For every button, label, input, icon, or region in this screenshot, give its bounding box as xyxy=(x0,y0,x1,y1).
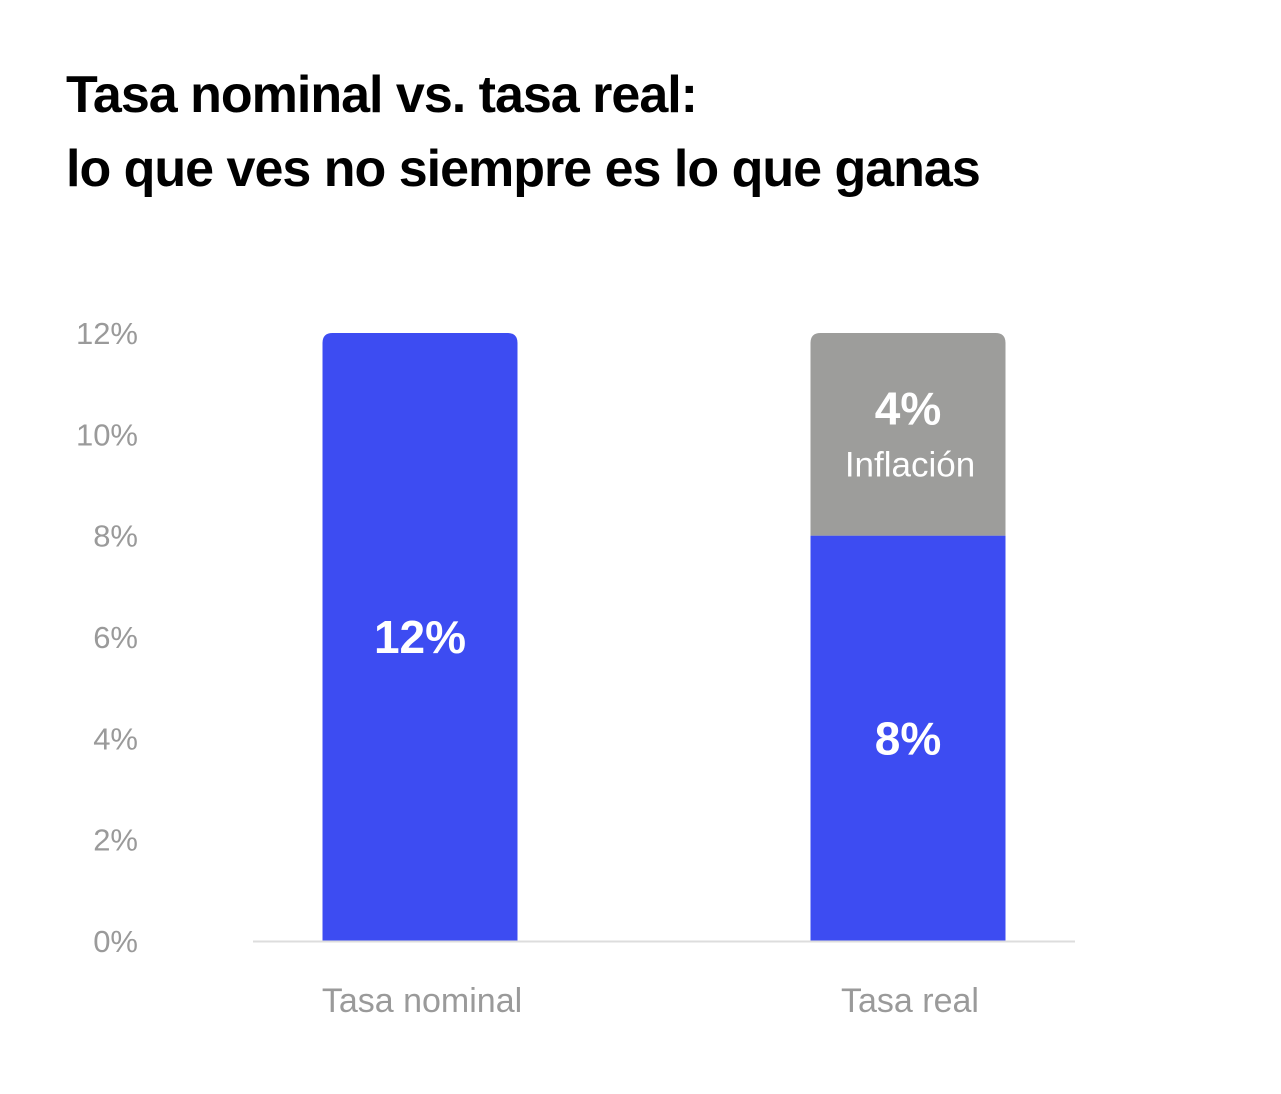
bar-segment-rendimiento xyxy=(322,333,518,941)
chart-title-line-1: Tasa nominal vs. tasa real: xyxy=(66,66,698,124)
bar-value-label: 4% xyxy=(875,382,941,434)
y-tick-label: 0% xyxy=(93,924,138,959)
chart-title-line-2: lo que ves no siempre es lo que ganas xyxy=(66,140,981,198)
x-tick-label: Tasa real xyxy=(841,982,979,1020)
bar-value-label: 12% xyxy=(374,611,466,663)
bar-value-label: 8% xyxy=(875,712,941,764)
y-tick-label: 10% xyxy=(76,417,138,452)
chart-title: Tasa nominal vs. tasa real: lo que ves n… xyxy=(66,58,981,206)
y-tick-label: 8% xyxy=(93,519,138,554)
y-tick-label: 12% xyxy=(76,316,138,351)
y-tick-label: 6% xyxy=(93,620,138,655)
bar-segment-inflación xyxy=(810,333,1006,536)
bar-sub-label: Inflación xyxy=(845,445,975,484)
x-tick-label: Tasa nominal xyxy=(322,982,522,1020)
y-tick-label: 2% xyxy=(93,823,138,858)
y-tick-label: 4% xyxy=(93,721,138,756)
bar-segment-rendimiento xyxy=(810,535,1006,941)
